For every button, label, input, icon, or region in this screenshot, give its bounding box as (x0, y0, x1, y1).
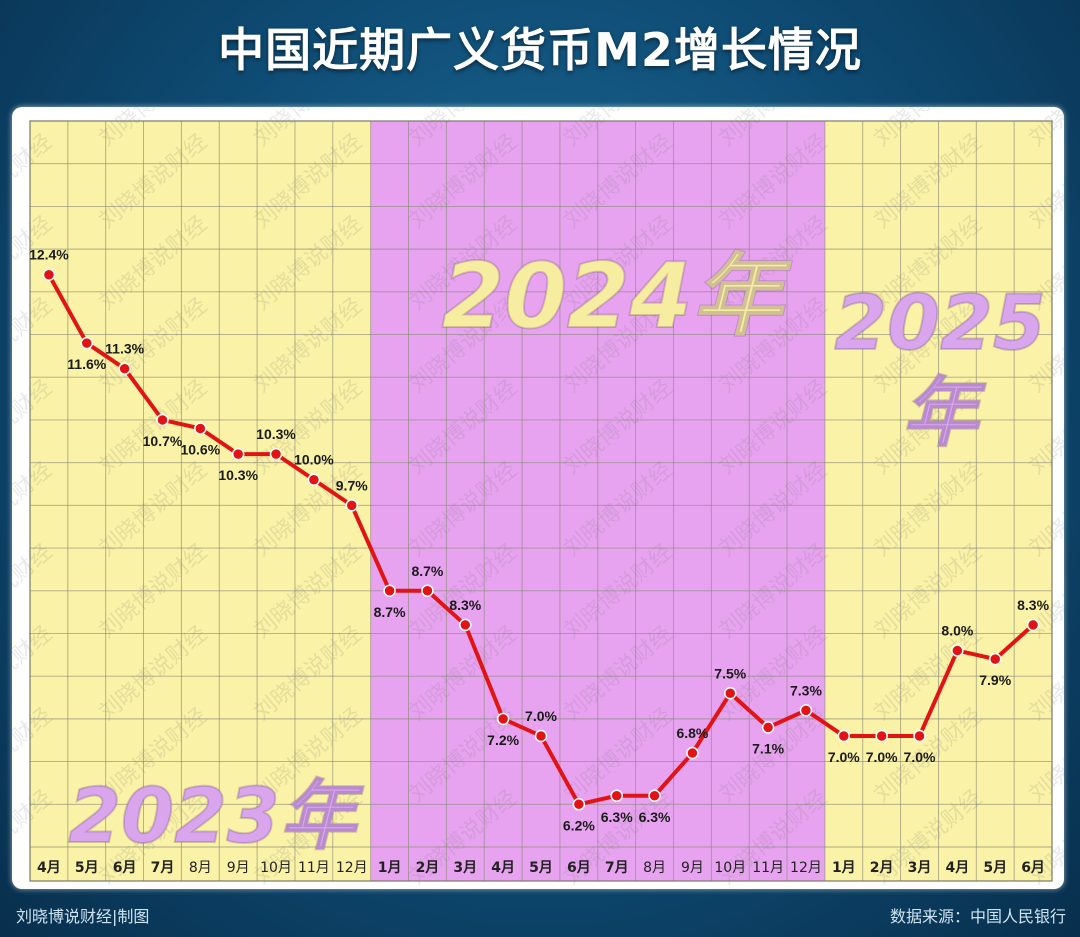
month-tick-label: 8月 (643, 860, 666, 876)
data-point (951, 644, 964, 657)
data-label: 7.3% (790, 682, 822, 698)
month-tick-label: 6月 (113, 860, 137, 876)
data-point (80, 336, 94, 350)
month-tick-label: 6月 (567, 860, 591, 876)
data-point (231, 447, 245, 461)
data-label: 7.2% (487, 732, 519, 748)
month-tick-label: 5月 (983, 860, 1007, 876)
month-tick-label: 10月 (260, 860, 292, 876)
data-point (459, 618, 472, 632)
data-point (988, 652, 1002, 666)
author-credit: 刘晓博说财经|制图 (16, 907, 150, 926)
data-label: 6.8% (676, 725, 708, 741)
chart-title: 中国近期广义货币M2增长情况 (218, 23, 862, 77)
data-label: 7.0% (828, 749, 860, 765)
month-tick-label: 12月 (336, 860, 368, 876)
month-tick-label: 9月 (227, 860, 250, 876)
data-point (686, 746, 699, 760)
data-point (648, 789, 661, 803)
month-tick-label: 9月 (681, 860, 704, 876)
data-label: 9.7% (336, 477, 368, 493)
month-tick-label: 7月 (151, 860, 175, 876)
data-point (421, 584, 434, 598)
month-tick-label: 12月 (790, 860, 822, 876)
data-label: 10.0% (294, 452, 334, 468)
data-label: 12.4% (29, 247, 69, 263)
data-point (610, 789, 623, 803)
data-label: 8.7% (411, 563, 443, 579)
month-tick-label: 5月 (75, 860, 99, 876)
month-tick-label: 2月 (870, 860, 894, 876)
data-point (875, 729, 888, 743)
data-point (307, 473, 321, 486)
month-tick-label: 11月 (298, 860, 330, 876)
data-label: 7.0% (866, 749, 898, 765)
data-label: 11.3% (105, 341, 144, 357)
data-label: 10.3% (256, 426, 296, 442)
data-point (118, 362, 131, 375)
month-tick-label: 4月 (37, 860, 61, 876)
data-source: 数据来源：中国人民银行 (889, 907, 1066, 926)
data-label: 10.6% (180, 441, 220, 457)
month-tick-label: 6月 (1021, 860, 1045, 876)
data-point (194, 422, 207, 435)
data-point (724, 687, 737, 700)
year-label-0: 2023年 (68, 771, 365, 860)
data-label: 7.1% (752, 740, 784, 756)
data-label: 6.3% (639, 809, 671, 825)
m2-line-chart: 刘晓博说财经刘晓博说财经刘晓博说财经刘晓博说财经刘晓博说财经刘晓博说财经刘晓博说… (12, 107, 1064, 889)
month-tick-label: 3月 (453, 860, 477, 876)
data-point (837, 729, 851, 743)
data-label: 8.0% (941, 623, 973, 639)
data-label: 8.3% (1017, 597, 1049, 613)
year-band-0 (30, 121, 371, 881)
data-point (1026, 618, 1040, 632)
month-tick-label: 3月 (908, 860, 932, 876)
data-point (572, 798, 586, 811)
data-point (42, 268, 56, 281)
data-label: 7.0% (904, 749, 936, 765)
data-label: 10.3% (218, 467, 258, 483)
data-point (383, 584, 396, 598)
chart-panel: 刘晓博说财经 刘晓博说财经 刘晓博说财经 刘晓博说财经 刘晓博说财经 刘晓博说财经 刘晓博说… (12, 107, 1064, 889)
data-point (799, 704, 813, 717)
month-tick-label: 4月 (491, 860, 515, 876)
month-tick-label: 1月 (378, 860, 402, 876)
year-label-2025-suffix: 年 (902, 368, 987, 457)
month-tick-label: 1月 (832, 860, 856, 876)
data-label: 6.2% (563, 817, 595, 833)
month-tick-label: 8月 (189, 860, 212, 876)
data-label: 7.0% (525, 708, 557, 724)
data-label: 7.5% (714, 665, 746, 681)
data-label: 10.7% (143, 433, 183, 449)
data-label: 8.3% (449, 597, 481, 613)
data-point (269, 447, 283, 461)
month-tick-label: 4月 (945, 860, 969, 876)
data-label: 11.6% (67, 356, 106, 372)
data-point (913, 729, 926, 743)
month-tick-label: 11月 (752, 860, 784, 876)
month-tick-label: 7月 (605, 860, 629, 876)
year-label-1: 2024年 (442, 244, 792, 349)
data-point (761, 721, 775, 734)
data-label: 6.3% (601, 809, 633, 825)
data-point (345, 499, 358, 512)
data-point (534, 729, 548, 743)
plot-border (29, 120, 1053, 882)
month-tick-label: 10月 (714, 860, 746, 876)
month-tick-label: 5月 (529, 860, 553, 876)
data-label: 7.9% (979, 672, 1011, 688)
data-point (496, 712, 510, 726)
data-point (156, 413, 169, 427)
year-label-2025-number: 2025 (834, 278, 1046, 367)
data-label: 8.7% (374, 604, 406, 620)
month-tick-label: 2月 (416, 860, 440, 876)
